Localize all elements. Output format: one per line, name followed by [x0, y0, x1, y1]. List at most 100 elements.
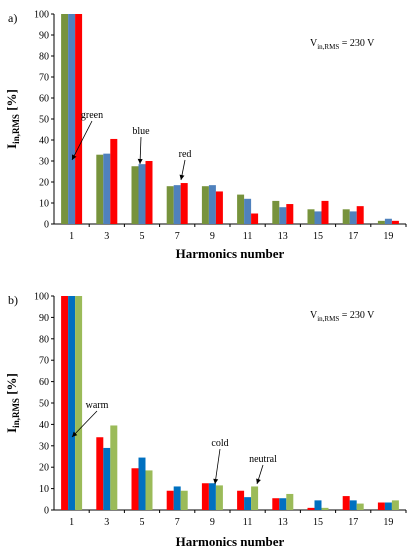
- x-tick-label: 13: [278, 231, 288, 242]
- bar-h17-s3: [356, 503, 364, 510]
- bar-h11-s1: [237, 194, 245, 224]
- bar-h13-s3: [286, 493, 294, 510]
- bar-h13-s2: [279, 207, 287, 224]
- x-tick-label: 19: [383, 231, 393, 242]
- bar-h3-s2: [103, 447, 111, 510]
- y-tick-label: 60: [39, 94, 49, 105]
- bar-h13-s1: [272, 498, 280, 510]
- bar-h5-s1: [131, 166, 139, 224]
- bar-h9-s3: [215, 485, 223, 510]
- x-tick-label: 1: [69, 517, 74, 528]
- voltage-label: Vin,RMS = 230 V: [310, 310, 375, 323]
- bar-h7-s1: [166, 490, 174, 510]
- y-tick-label: 10: [39, 484, 49, 495]
- x-tick-label: 7: [175, 231, 180, 242]
- panel-label: a): [8, 11, 17, 25]
- y-tick-label: 30: [39, 441, 49, 452]
- y-tick-label: 70: [39, 73, 49, 84]
- bar-h17-s3: [356, 206, 364, 224]
- bar-h9-s2: [208, 185, 216, 224]
- y-tick-label: 40: [39, 136, 49, 147]
- bar-h5-s2: [138, 164, 146, 224]
- bar-h7-s3: [180, 490, 188, 510]
- bar-h11-s2: [244, 497, 252, 510]
- annotation-arrowhead: [72, 154, 77, 160]
- bar-h15-s1: [307, 209, 315, 224]
- bar-h19-s1: [377, 220, 385, 224]
- x-tick-label: 9: [210, 517, 215, 528]
- y-tick-label: 100: [34, 10, 49, 21]
- bar-h19-s2: [384, 502, 392, 510]
- bar-h5-s3: [145, 161, 153, 224]
- x-tick-label: 5: [140, 517, 145, 528]
- y-tick-label: 100: [34, 292, 49, 303]
- annotation-arrowhead: [179, 174, 185, 180]
- bar-h1-s2: [68, 296, 76, 510]
- y-tick-label: 0: [44, 506, 49, 517]
- bar-h9-s2: [208, 483, 216, 510]
- bar-h11-s3: [251, 486, 259, 510]
- bar-h1-s2: [68, 14, 76, 224]
- y-tick-label: 60: [39, 377, 49, 388]
- y-axis-title: Iin,RMS [%]: [4, 89, 21, 149]
- annotation-green: green: [81, 110, 103, 121]
- annotation-red: red: [179, 149, 192, 160]
- bar-h5-s1: [131, 468, 139, 510]
- bar-h17-s2: [349, 211, 357, 224]
- annotation-blue: blue: [132, 126, 150, 137]
- y-tick-label: 20: [39, 178, 49, 189]
- bar-h3-s1: [96, 437, 104, 510]
- bar-h9-s3: [215, 191, 223, 224]
- x-tick-label: 7: [175, 517, 180, 528]
- bar-h1-s1: [61, 296, 69, 510]
- bar-h3-s3: [110, 138, 118, 224]
- x-tick-label: 17: [348, 517, 358, 528]
- bar-h3-s3: [110, 425, 118, 510]
- annotation-arrow-line: [71, 120, 93, 161]
- bar-h15-s2: [314, 500, 322, 510]
- y-tick-label: 80: [39, 334, 49, 345]
- bar-h5-s2: [138, 457, 146, 510]
- y-tick-label: 90: [39, 313, 49, 324]
- bar-h3-s2: [103, 153, 111, 224]
- y-tick-label: 90: [39, 31, 49, 42]
- bar-h19-s3: [391, 220, 399, 224]
- bar-h17-s2: [349, 500, 357, 510]
- y-tick-label: 80: [39, 52, 49, 63]
- panel-label: b): [8, 293, 18, 307]
- x-tick-label: 5: [140, 231, 145, 242]
- y-tick-label: 20: [39, 463, 49, 474]
- x-tick-label: 3: [104, 231, 109, 242]
- bar-h1-s3: [75, 296, 83, 510]
- y-tick-label: 50: [39, 399, 49, 410]
- annotation-arrowhead: [256, 478, 261, 484]
- x-tick-label: 11: [243, 231, 253, 242]
- x-tick-label: 15: [313, 517, 323, 528]
- bar-h15-s2: [314, 211, 322, 224]
- bar-h3-s1: [96, 154, 104, 224]
- x-tick-label: 9: [210, 231, 215, 242]
- y-tick-label: 30: [39, 157, 49, 168]
- bar-h1-s1: [61, 14, 69, 224]
- y-tick-label: 70: [39, 356, 49, 367]
- voltage-label: Vin,RMS = 230 V: [310, 38, 375, 51]
- bar-h5-s3: [145, 470, 153, 510]
- annotation-arrow-line: [71, 410, 98, 438]
- y-axis-title: Iin,RMS [%]: [4, 373, 21, 433]
- bar-h11-s1: [237, 490, 245, 510]
- bar-h19-s3: [391, 500, 399, 510]
- bar-h19-s2: [384, 218, 392, 224]
- bar-h11-s3: [251, 213, 259, 224]
- x-tick-label: 19: [383, 517, 393, 528]
- y-tick-label: 0: [44, 220, 49, 231]
- annotation-arrowhead: [137, 158, 143, 164]
- x-axis-title: Harmonics number: [176, 534, 285, 549]
- bar-h7-s2: [173, 185, 181, 224]
- bar-h15-s1: [307, 507, 315, 510]
- annotation-arrowhead: [213, 478, 219, 484]
- bar-h9-s1: [201, 483, 209, 510]
- bar-h9-s1: [201, 186, 209, 224]
- y-tick-label: 40: [39, 420, 49, 431]
